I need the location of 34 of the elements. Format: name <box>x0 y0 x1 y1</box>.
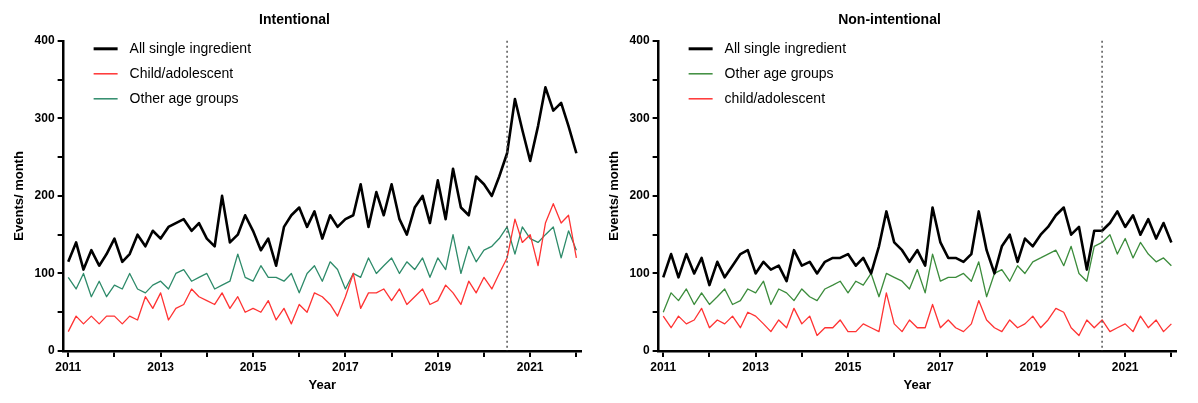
legend-label: Child/adolescent <box>129 64 234 81</box>
y-tick-label: 100 <box>629 265 650 280</box>
chart-title: Intentional <box>259 11 330 28</box>
x-tick-label: 2011 <box>55 359 82 374</box>
legend-label: All single ingredient <box>129 39 252 56</box>
y-tick-label: 400 <box>629 33 650 48</box>
y-tick-label: 0 <box>47 343 55 358</box>
y-tick-label: 200 <box>34 188 55 203</box>
x-tick-label: 2011 <box>650 359 677 374</box>
x-tick-label: 2017 <box>927 359 955 374</box>
y-tick-label: 200 <box>629 188 650 203</box>
y-axis-title: Events/ month <box>606 151 622 241</box>
y-tick-label: 100 <box>34 265 55 280</box>
x-axis-title: Year <box>308 376 337 392</box>
chart-title: Non-intentional <box>838 11 941 28</box>
x-tick-label: 2013 <box>742 359 770 374</box>
y-tick-label: 300 <box>34 110 55 125</box>
x-tick-label: 2017 <box>332 359 360 374</box>
y-axis-title: Events/ month <box>11 151 27 241</box>
x-tick-label: 2013 <box>147 359 175 374</box>
x-tick-label: 2021 <box>1111 359 1139 374</box>
x-tick-label: 2015 <box>834 359 862 374</box>
legend-label: All single ingredient <box>724 39 847 56</box>
legend-label: child/adolescent <box>724 89 826 106</box>
x-axis-title: Year <box>903 376 932 392</box>
x-tick-label: 2019 <box>424 359 452 374</box>
y-tick-label: 0 <box>642 343 650 358</box>
y-tick-label: 300 <box>629 110 650 125</box>
x-tick-label: 2015 <box>239 359 267 374</box>
legend-label: Other age groups <box>129 89 239 106</box>
legend-label: Other age groups <box>724 64 834 81</box>
x-tick-label: 2021 <box>516 359 544 374</box>
x-tick-label: 2019 <box>1019 359 1047 374</box>
y-tick-label: 400 <box>34 33 55 48</box>
